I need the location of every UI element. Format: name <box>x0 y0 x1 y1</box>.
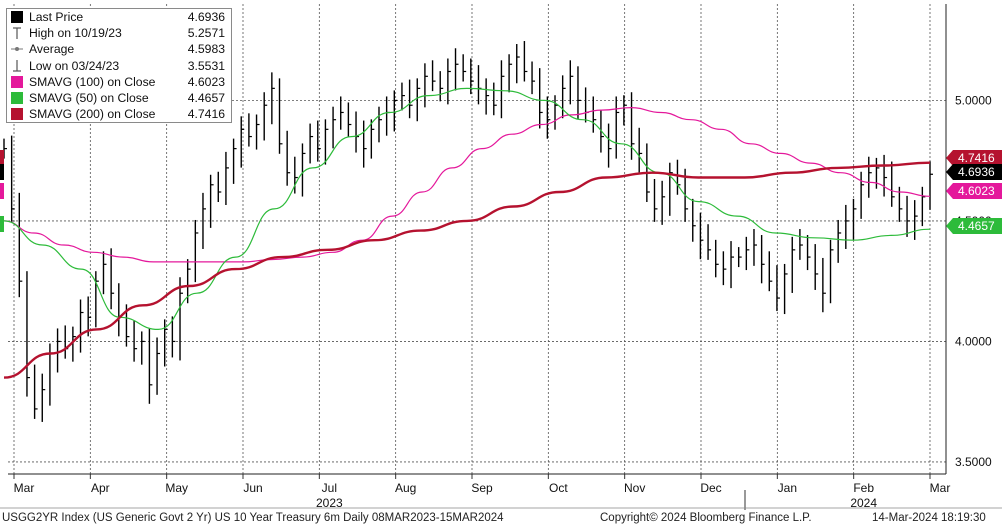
legend-label: Last Price <box>29 10 84 24</box>
price-tag-bg <box>946 164 1002 180</box>
footer-copyright: Copyright© 2024 Bloomberg Finance L.P. <box>600 512 812 524</box>
legend-row-high: High on 10/19/23 5.2571 <box>7 25 231 41</box>
x-tick-label: Jul <box>322 481 337 495</box>
x-tick-label: Oct <box>549 481 568 495</box>
x-tick-label: Sep <box>471 481 493 495</box>
black-square-icon <box>11 11 23 23</box>
x-year-label: 2023 <box>316 496 343 510</box>
x-tick-label: Jun <box>243 481 262 495</box>
y-tick-label: 3.5000 <box>955 455 992 469</box>
left-edge-marker <box>0 150 4 166</box>
legend-row-last-price: Last Price 4.6936 <box>7 9 231 25</box>
legend-row-average: Average 4.5983 <box>7 41 231 57</box>
left-edge-marker <box>0 216 4 232</box>
x-tick-label: May <box>165 481 188 495</box>
magenta-square-icon <box>11 75 23 88</box>
legend-label: Average <box>29 42 75 57</box>
legend-label: High on 10/19/23 <box>29 26 122 41</box>
axis-layer: 5.00004.50004.00003.5000MarAprMayJunJulA… <box>0 4 1002 510</box>
legend-value: 4.7416 <box>187 107 225 122</box>
price-tag-label: 4.6936 <box>958 165 995 179</box>
x-tick-label: Jan <box>778 481 797 495</box>
price-tag-label: 4.6023 <box>958 184 995 198</box>
legend-value: 3.5531 <box>187 58 225 73</box>
crimson-square-icon <box>11 108 23 121</box>
left-edge-marker <box>0 183 4 199</box>
x-tick-label: Nov <box>624 481 645 495</box>
legend-value: 4.6936 <box>187 10 225 24</box>
y-tick-label: 4.0000 <box>955 334 992 348</box>
legend-value: 5.2571 <box>187 26 225 41</box>
footer-timestamp: 14-Mar-2024 18:19:30 <box>872 512 986 524</box>
series-line-smavg-4 <box>3 106 931 263</box>
average-marker-icon <box>11 43 23 55</box>
legend-value: 4.5983 <box>187 42 225 57</box>
x-tick-label: Dec <box>700 481 721 495</box>
high-marker-icon <box>11 27 23 40</box>
series-line-smavg-6 <box>3 161 931 379</box>
legend-label: SMAVG (100) on Close <box>29 74 156 89</box>
legend-row-smavg-50: SMAVG (50) on Close 4.4657 <box>7 90 231 106</box>
x-tick-label: Feb <box>853 481 874 495</box>
legend-value: 4.4657 <box>187 90 225 105</box>
low-marker-icon <box>11 59 23 72</box>
legend-row-smavg-200: SMAVG (200) on Close 4.7416 <box>7 106 231 122</box>
price-tag-label: 4.4657 <box>958 219 995 233</box>
price-tag-bg <box>946 218 1002 234</box>
series-layer <box>3 41 933 422</box>
legend-row-smavg-100: SMAVG (100) on Close 4.6023 <box>7 74 231 90</box>
series-line-smavg-5 <box>3 87 931 331</box>
x-year-label: 2024 <box>850 496 877 510</box>
price-tag-bg <box>946 150 1002 166</box>
legend-label: SMAVG (200) on Close <box>29 107 156 122</box>
legend-label: Low on 03/24/23 <box>29 58 120 73</box>
green-square-icon <box>11 91 23 104</box>
legend-label: SMAVG (50) on Close <box>29 90 149 105</box>
x-tick-label: Apr <box>91 481 110 495</box>
x-tick-label: Mar <box>930 481 951 495</box>
y-tick-label: 5.0000 <box>955 93 992 107</box>
x-tick-label: Mar <box>14 481 35 495</box>
legend: Last Price 4.6936 High on 10/19/23 5.257… <box>6 8 232 124</box>
x-tick-label: Aug <box>395 481 416 495</box>
price-tag-label: 4.7416 <box>958 151 995 165</box>
legend-value: 4.6023 <box>187 74 225 89</box>
legend-row-low: Low on 03/24/23 3.5531 <box>7 58 231 74</box>
price-tag-bg <box>946 183 1002 199</box>
footer-security: USGG2YR Index (US Generic Govt 2 Yr) US … <box>2 512 504 524</box>
left-edge-marker <box>0 164 4 180</box>
